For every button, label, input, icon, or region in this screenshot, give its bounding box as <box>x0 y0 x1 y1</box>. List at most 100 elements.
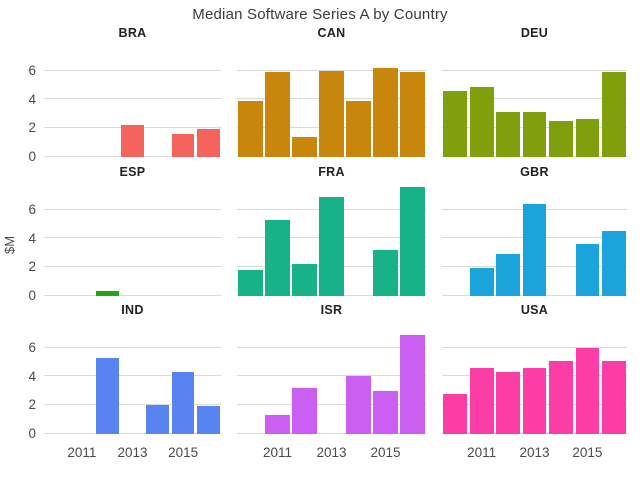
y-tick-label: 4 <box>28 91 36 107</box>
x-tick-label: 2011 <box>67 444 97 460</box>
facet-usa: USA <box>442 303 627 434</box>
bar-deu-2013 <box>522 112 547 157</box>
gridline-y0 <box>44 432 221 434</box>
bar-fra-2016 <box>400 186 425 296</box>
bar-gbr-2016 <box>601 231 626 296</box>
x-tick-label: 2015 <box>370 444 401 460</box>
bar-isr-2014 <box>346 376 371 434</box>
bar-bra-2013 <box>121 125 144 157</box>
x-tick-label: 2013 <box>519 444 550 460</box>
y-tick-label: 2 <box>28 259 36 275</box>
y-tick-label: 0 <box>28 149 36 164</box>
bar-deu-2015 <box>575 119 600 157</box>
bar-gbr-2013 <box>522 204 547 296</box>
bar-usa-2011 <box>469 367 494 434</box>
bar-ind-2016 <box>197 406 220 434</box>
bar-fra-2015 <box>373 249 398 296</box>
facet-title-ind: IND <box>121 303 144 317</box>
bar-fra-2011 <box>265 219 290 296</box>
bar-usa-2014 <box>549 360 573 434</box>
gridline-y4 <box>442 98 627 100</box>
bar-usa-2010 <box>443 393 468 434</box>
gridline-y4 <box>44 375 221 377</box>
bar-deu-2014 <box>549 120 573 157</box>
gridline-y6 <box>442 69 627 71</box>
y-tick-label: 4 <box>28 368 36 384</box>
x-tick-label: 2013 <box>316 444 347 460</box>
gridline-y0 <box>237 432 426 434</box>
bar-ind-2012 <box>95 357 119 434</box>
gridline-y6 <box>44 208 221 210</box>
bar-gbr-2011 <box>469 268 494 296</box>
bar-fra-2012 <box>292 264 317 296</box>
bar-isr-2011 <box>265 414 290 434</box>
gridline-y6 <box>44 346 221 348</box>
bar-deu-2011 <box>469 86 494 157</box>
x-tick-label: 2011 <box>467 444 497 460</box>
bar-usa-2013 <box>522 367 547 434</box>
bar-can-2012 <box>292 136 317 157</box>
bar-usa-2012 <box>496 372 520 434</box>
x-tick-label: 2015 <box>168 444 199 460</box>
x-tick-label: 2013 <box>117 444 148 460</box>
facet-fra: FRA <box>237 165 426 296</box>
gridline-y2 <box>237 403 426 405</box>
facet-title-deu: DEU <box>520 26 549 40</box>
facet-gbr: GBR <box>442 165 627 296</box>
bar-can-2015 <box>373 67 398 157</box>
bar-can-2013 <box>319 70 344 157</box>
bar-bra-2016 <box>197 129 220 157</box>
gridline-y4 <box>237 375 426 377</box>
bar-deu-2012 <box>496 112 520 157</box>
facet-title-esp: ESP <box>119 165 146 179</box>
facet-isr: ISR <box>237 303 426 434</box>
facet-title-isr: ISR <box>320 303 343 317</box>
y-tick-label: 6 <box>28 340 36 356</box>
gridline-y6 <box>237 69 426 71</box>
bar-can-2016 <box>400 72 425 157</box>
bar-deu-2010 <box>443 90 468 157</box>
bar-usa-2015 <box>575 347 600 434</box>
y-tick-label: 6 <box>28 63 36 79</box>
gridline-y6 <box>442 346 627 348</box>
bar-deu-2016 <box>601 72 626 157</box>
bar-ind-2015 <box>171 372 195 434</box>
y-tick-label: 0 <box>28 426 36 441</box>
gridline-y4 <box>44 98 221 100</box>
facet-esp: ESP <box>44 165 221 296</box>
bar-can-2014 <box>346 100 371 157</box>
bar-fra-2013 <box>319 196 344 296</box>
chart-title: Median Software Series A by Country <box>192 6 448 23</box>
bar-esp-2012 <box>95 290 119 296</box>
bar-can-2010 <box>238 100 263 157</box>
facet-title-usa: USA <box>520 303 549 317</box>
bar-isr-2012 <box>292 387 317 434</box>
bar-can-2011 <box>265 72 290 157</box>
y-tick-label: 2 <box>28 397 36 413</box>
bar-gbr-2015 <box>575 244 600 296</box>
gridline-y6 <box>44 69 221 71</box>
bar-fra-2010 <box>238 269 263 296</box>
gridline-y2 <box>44 265 221 267</box>
bar-gbr-2012 <box>496 254 520 296</box>
bar-bra-2015 <box>171 133 195 157</box>
x-tick-label: 2015 <box>572 444 603 460</box>
bar-isr-2015 <box>373 390 398 434</box>
bar-usa-2016 <box>601 360 626 434</box>
bar-isr-2016 <box>400 334 425 434</box>
facet-bra: BRA <box>44 26 221 157</box>
facet-title-gbr: GBR <box>520 165 549 179</box>
y-tick-label: 0 <box>28 288 36 303</box>
gridline-y6 <box>237 346 426 348</box>
facet-title-can: CAN <box>317 26 346 40</box>
y-tick-label: 4 <box>28 230 36 246</box>
gridline-y0 <box>44 294 221 296</box>
y-tick-label: 2 <box>28 120 36 136</box>
bar-ind-2014 <box>146 404 170 434</box>
y-tick-label: 6 <box>28 202 36 218</box>
facet-deu: DEU <box>442 26 627 157</box>
gridline-y2 <box>44 403 221 405</box>
gridline-y4 <box>44 237 221 239</box>
facet-can: CAN <box>237 26 426 157</box>
